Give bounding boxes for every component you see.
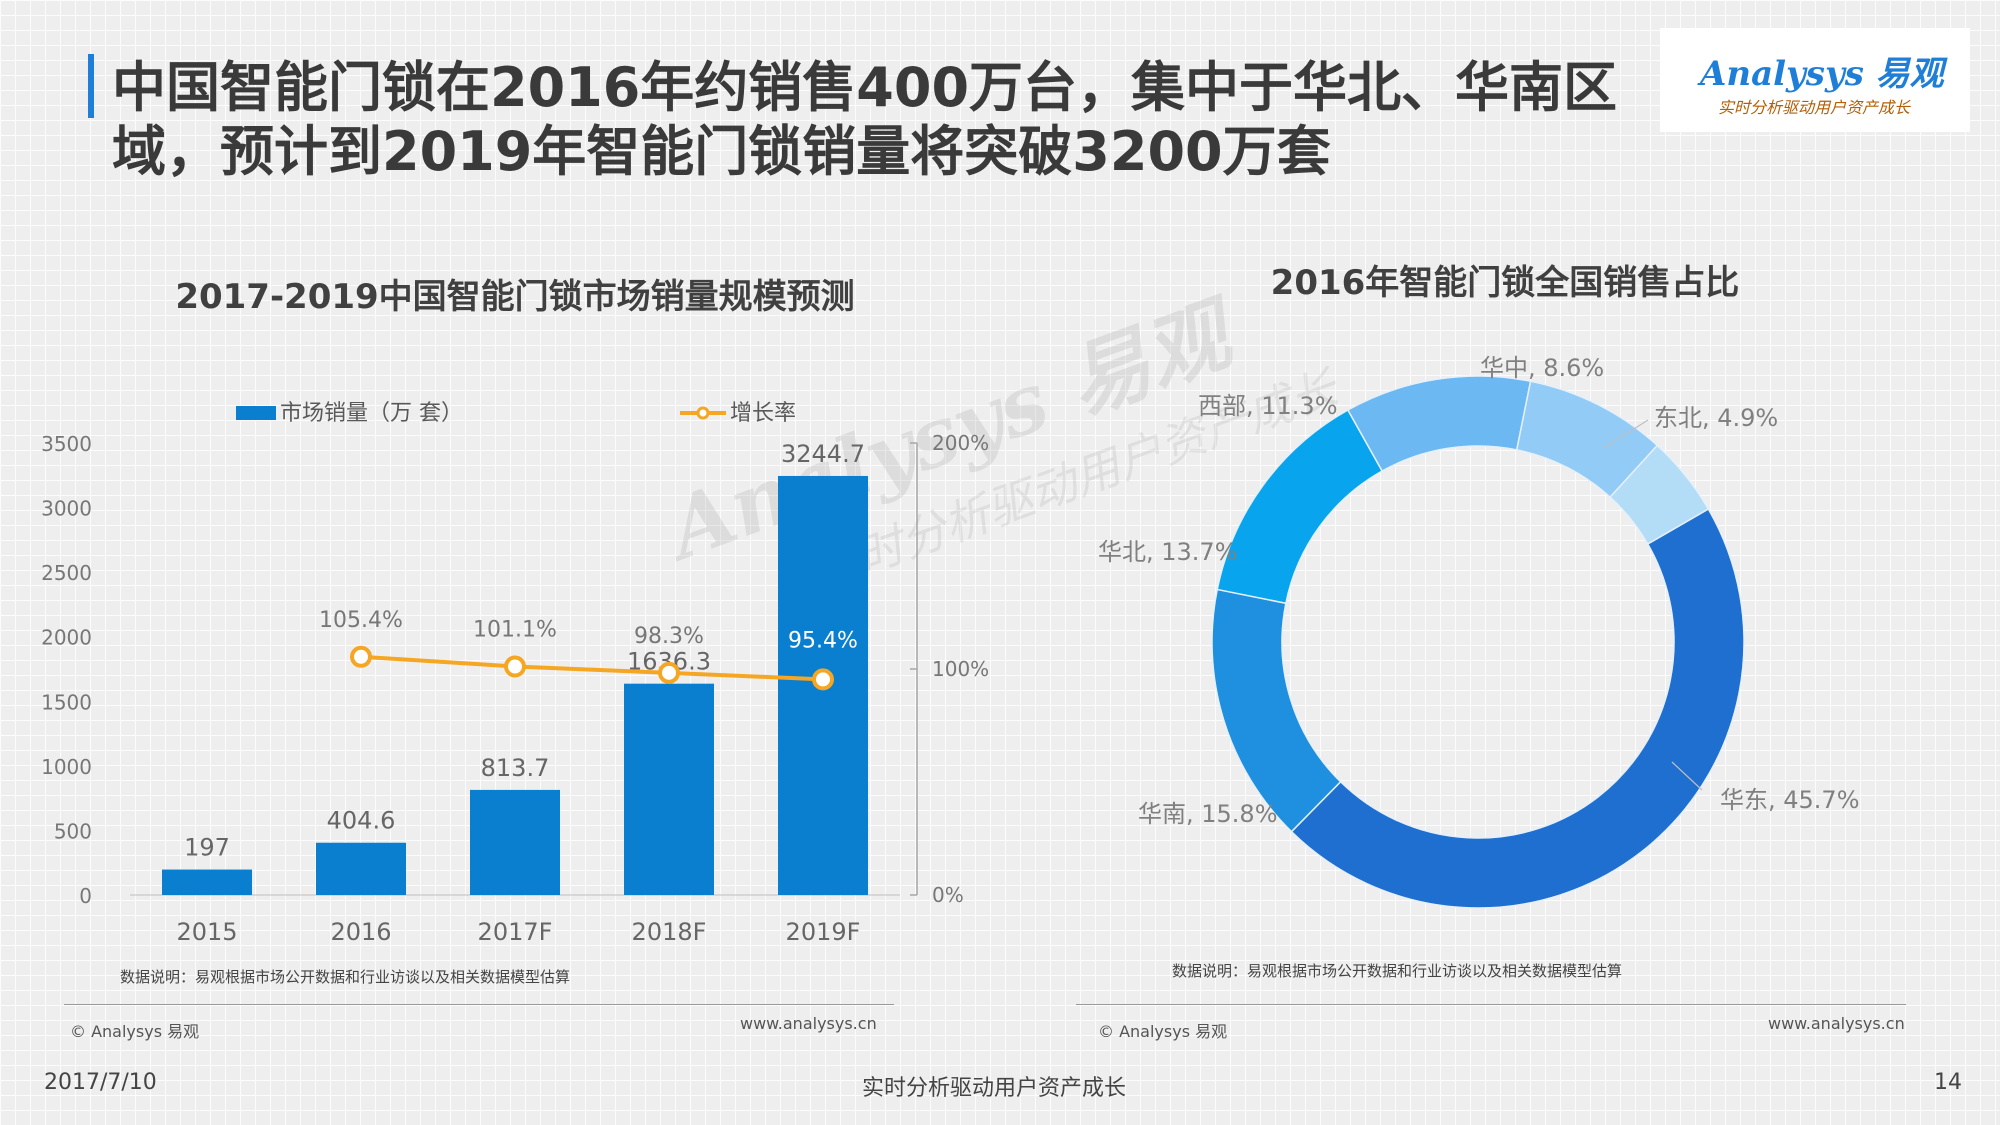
y-left-tick-label: 2500 [41, 561, 92, 585]
y-left-tick-label: 1000 [41, 755, 92, 779]
page-number: 14 [1934, 1070, 1962, 1095]
left-copyright: © Analysys 易观 [70, 1022, 200, 1041]
y-left-tick-label: 2000 [41, 626, 92, 650]
donut-leader-line [1603, 419, 1649, 449]
analysys-logo: Analysys 易观 实时分析驱动用户资产成长 [1660, 28, 1970, 132]
donut-slice [1216, 408, 1384, 605]
right-copyright: © Analysys 易观 [1098, 1022, 1228, 1041]
growth-rate-line [360, 654, 824, 682]
x-tick-label: 2015 [176, 918, 237, 946]
logo-tagline: 实时分析驱动用户资产成长 [1718, 98, 1911, 117]
logo-brand: Analysys 易观 [1700, 54, 1944, 94]
x-tick-label: 2019F [786, 918, 861, 946]
bar [624, 683, 714, 895]
x-tick-label: 2016 [330, 918, 391, 946]
bar-value-label: 3244.7 [781, 440, 865, 468]
left-url: www.analysys.cn [740, 1014, 877, 1033]
title-accent-bar [88, 54, 94, 118]
growth-rate-point [504, 655, 526, 678]
y-left-tick-label: 500 [54, 819, 92, 843]
donut-slice [1609, 444, 1710, 546]
right-url: www.analysys.cn [1768, 1014, 1905, 1033]
growth-rate-label: 101.1% [473, 618, 557, 643]
growth-rate-label: 98.3% [634, 624, 704, 649]
growth-rate-point [350, 645, 372, 668]
slide-slogan: 实时分析驱动用户资产成长 [862, 1076, 1127, 1101]
bar-chart-title: 2017-2019中国智能门锁市场销量规模预测 [175, 277, 854, 317]
donut-slice-label: 华东, 45.7% [1720, 786, 1860, 814]
donut-chart-title: 2016年智能门锁全国销售占比 [1271, 263, 1740, 303]
y-right-tick-label: 0% [932, 883, 964, 907]
bar-value-label: 197 [184, 834, 230, 862]
legend-line-label: 增长率 [730, 401, 796, 426]
bar [316, 842, 406, 895]
growth-rate-point [658, 661, 680, 684]
donut-slice-label: 西部, 11.3% [1198, 392, 1338, 420]
donut-slice-label: 华中, 8.6% [1480, 354, 1604, 382]
slide-date: 2017/7/10 [44, 1070, 157, 1095]
donut-slice-label: 东北, 4.9% [1654, 404, 1778, 432]
legend-line-marker [696, 406, 710, 420]
right-footer-line [1076, 1004, 1906, 1005]
donut-slice-label: 华南, 15.8% [1138, 800, 1278, 828]
donut-slice [1346, 375, 1532, 473]
left-data-note: 数据说明：易观根据市场公开数据和行业访谈以及相关数据模型估算 [120, 968, 571, 986]
bar [470, 789, 560, 895]
growth-rate-label: 105.4% [319, 608, 403, 633]
legend-bar-label: 市场销量（万 套） [280, 401, 463, 426]
donut-slice [1211, 588, 1342, 833]
right-data-note: 数据说明：易观根据市场公开数据和行业访谈以及相关数据模型估算 [1172, 962, 1623, 980]
donut-slice [1290, 507, 1745, 909]
growth-rate-point [812, 668, 834, 691]
y-left-tick-label: 3000 [41, 497, 92, 521]
donut-slice-label: 华北, 13.7% [1098, 538, 1238, 566]
bar [162, 869, 252, 895]
left-footer-line [64, 1004, 894, 1005]
growth-rate-label: 95.4% [788, 628, 858, 653]
y-right-tick-label: 200% [932, 431, 989, 455]
x-tick-label: 2017F [478, 918, 553, 946]
slide-title: 中国智能门锁在2016年约销售400万台，集中于华北、华南区域，预计到2019年… [112, 56, 1618, 183]
y-left-tick-label: 0 [79, 884, 92, 908]
y-left-tick-label: 1500 [41, 690, 92, 714]
bar-value-label: 404.6 [327, 807, 396, 835]
x-tick-label: 2018F [632, 918, 707, 946]
y-left-tick-label: 3500 [41, 432, 92, 456]
donut-leader-line [1671, 761, 1703, 791]
bar-value-label: 813.7 [481, 754, 550, 782]
y-right-tick-label: 100% [932, 657, 989, 681]
legend-bar-swatch [236, 406, 276, 420]
